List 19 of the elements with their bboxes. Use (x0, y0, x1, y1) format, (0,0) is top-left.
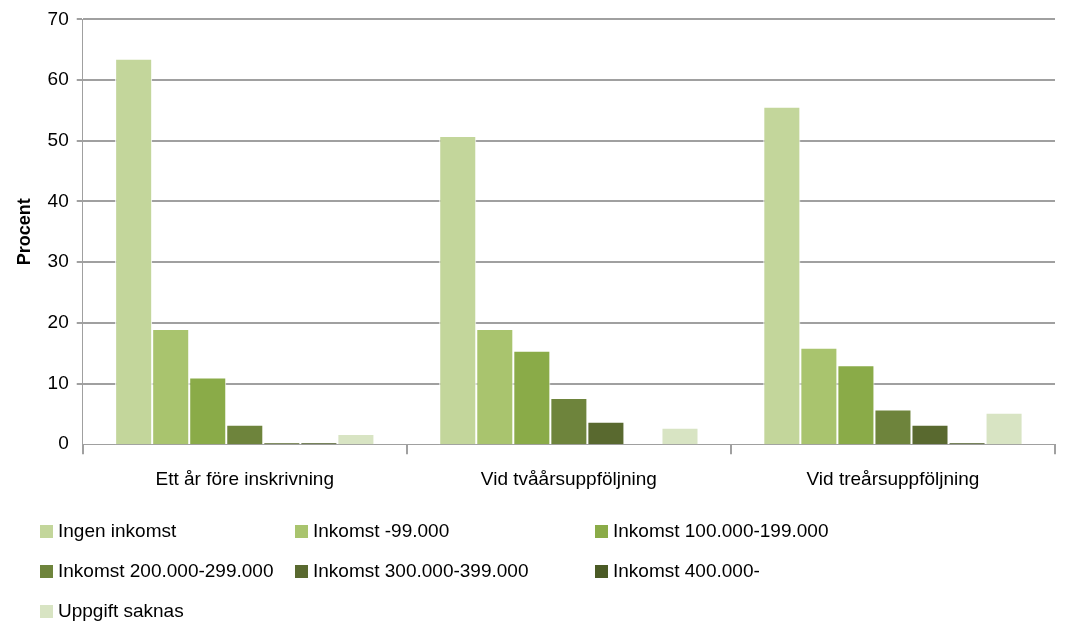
legend-label: Uppgift saknas (58, 600, 184, 622)
legend-label: Inkomst 300.000-399.000 (313, 560, 529, 582)
legend-label: Ingen inkomst (58, 520, 177, 542)
y-tick-label: 50 (47, 129, 69, 151)
x-tick-label: Vid treårsuppföljning (806, 467, 980, 489)
y-tick-label: 20 (47, 311, 69, 333)
y-tick-label: 70 (47, 7, 69, 29)
y-tick-label: 30 (47, 250, 69, 272)
legend-label: Inkomst 200.000-299.000 (58, 560, 274, 582)
x-tick-label: Ett år före inskrivning (155, 467, 335, 489)
y-tick-label: 0 (58, 432, 69, 454)
x-tick-label: Vid tvåårsuppföljning (480, 467, 657, 489)
y-axis-title: Procent (13, 198, 34, 266)
legend-label: Inkomst -99.000 (313, 520, 450, 542)
y-tick-label: 40 (47, 189, 69, 211)
legend-label: Inkomst 400.000- (613, 560, 760, 582)
legend-label: Inkomst 100.000-199.000 (613, 520, 829, 542)
y-tick-label: 10 (47, 371, 69, 393)
y-tick-label: 60 (47, 68, 69, 90)
